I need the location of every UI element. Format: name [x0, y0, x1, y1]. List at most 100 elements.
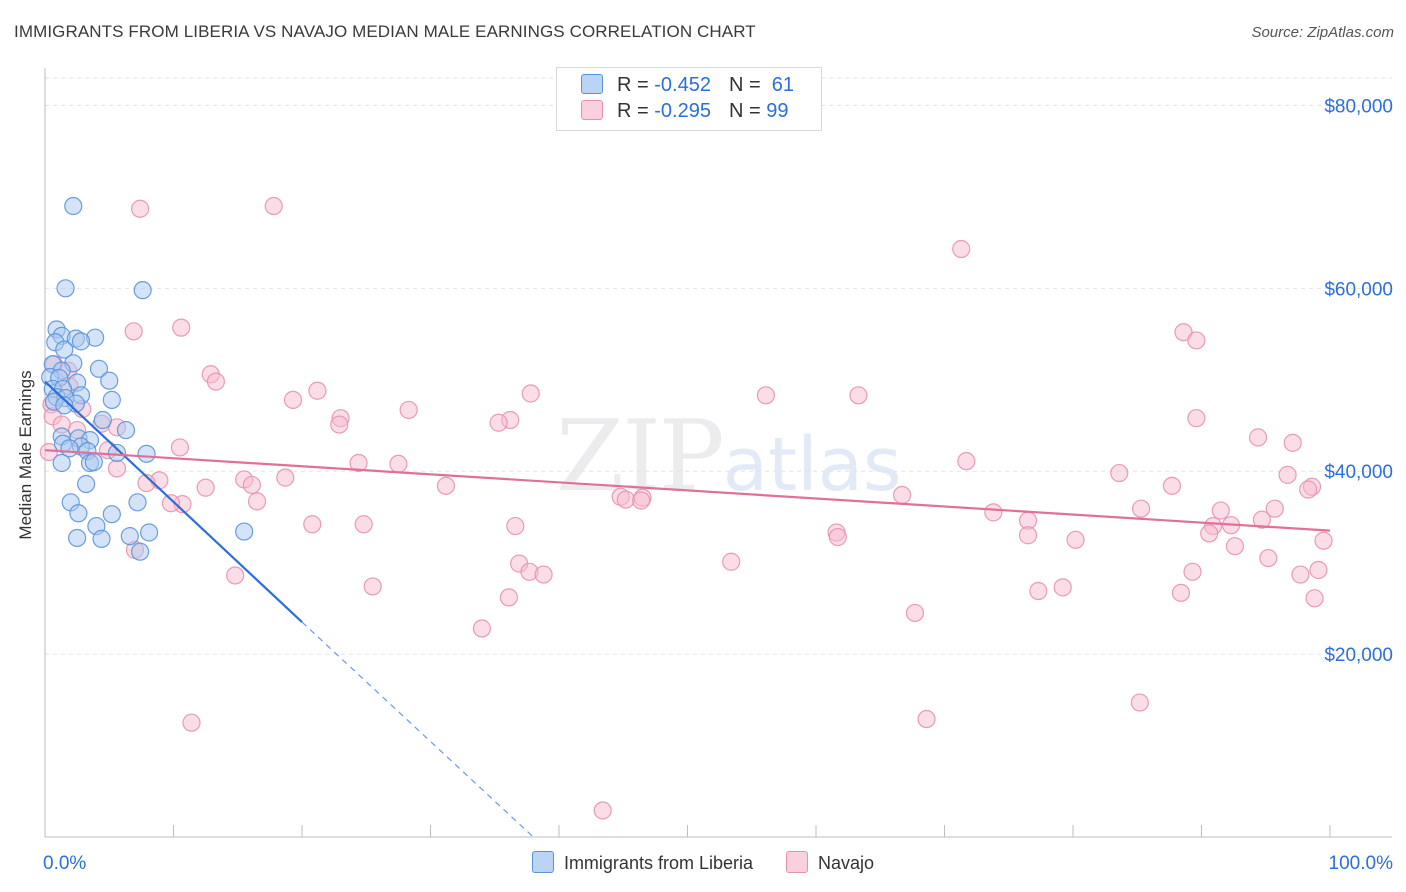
liberia-point: [137, 444, 156, 463]
navajo-point: [489, 413, 508, 432]
navajo-point: [957, 452, 976, 471]
navajo-point: [264, 196, 283, 216]
navajo-point: [1291, 565, 1310, 584]
navajo-point: [389, 454, 408, 474]
navajo-point: [1110, 463, 1129, 483]
liberia-point: [55, 396, 74, 415]
navajo-point: [1171, 583, 1191, 602]
navajo-point: [1299, 480, 1318, 499]
y-tick-label: $20,000: [1324, 645, 1393, 666]
navajo-point: [506, 516, 525, 536]
liberia-point: [133, 281, 152, 300]
liberia-point: [68, 528, 87, 548]
liberia-point: [56, 279, 75, 298]
chart-legend: Immigrants from Liberia Navajo: [0, 851, 1406, 874]
liberia-point: [128, 493, 147, 512]
stat-row-liberia: R = -0.452 N = 61: [581, 74, 794, 100]
liberia-point: [52, 453, 71, 473]
navajo-point: [632, 491, 651, 510]
liberia-point: [102, 390, 121, 409]
x-tick-label-left: 0.0%: [43, 853, 86, 874]
navajo-trend-line: [44, 449, 1331, 532]
navajo-point: [616, 490, 635, 509]
liberia-trend-extension: [301, 621, 534, 838]
navajo-point: [1183, 562, 1202, 581]
liberia-r-label: R =: [617, 74, 655, 96]
navajo-points: [39, 196, 1333, 820]
liberia-point: [102, 505, 121, 524]
navajo-r-label: R =: [617, 100, 655, 122]
liberia-point: [92, 529, 111, 548]
navajo-point: [172, 318, 191, 337]
navajo-point: [1187, 409, 1206, 428]
liberia-point: [77, 474, 96, 494]
navajo-n-label: N =: [728, 100, 767, 122]
liberia-point: [139, 523, 159, 542]
navajo-point: [1314, 531, 1333, 550]
liberia-point: [107, 443, 127, 463]
navajo-point: [363, 577, 382, 596]
legend-item-navajo[interactable]: Navajo: [786, 851, 874, 874]
legend-navajo-swatch: [786, 851, 809, 873]
navajo-point: [828, 527, 847, 547]
navajo-point: [1132, 499, 1151, 518]
navajo-point: [1029, 581, 1048, 601]
navajo-point: [1174, 323, 1193, 342]
navajo-point: [436, 476, 456, 495]
navajo-swatch: [581, 100, 603, 120]
tick-labels: $20,000 $40,000 $60,000 $80,000 0.0% 100.0%: [43, 96, 1393, 874]
navajo-point: [1283, 433, 1302, 452]
navajo-point: [303, 515, 322, 534]
navajo-point: [1053, 578, 1072, 597]
navajo-r-value: -0.295: [654, 100, 711, 122]
navajo-point: [1248, 428, 1268, 447]
navajo-point: [521, 384, 540, 403]
correlation-stats-box: R = -0.452 N = 61 R = -0.295 N = 99: [556, 67, 822, 131]
navajo-point: [534, 565, 553, 584]
liberia-points: [41, 196, 254, 561]
navajo-point: [399, 400, 418, 420]
liberia-point: [120, 527, 139, 546]
navajo-point: [130, 199, 150, 218]
liberia-point: [93, 410, 112, 430]
liberia-trend-line: [44, 380, 303, 623]
liberia-point: [64, 196, 83, 216]
navajo-point: [283, 390, 303, 409]
legend-item-liberia[interactable]: Immigrants from Liberia: [531, 851, 753, 874]
navajo-point: [1259, 548, 1278, 568]
navajo-point: [226, 566, 245, 585]
y-tick-label: $60,000: [1324, 279, 1393, 300]
liberia-point: [71, 332, 91, 351]
navajo-point: [1225, 537, 1245, 556]
navajo-point: [161, 494, 181, 513]
source-credit: Source: ZipAtlas.com: [1251, 24, 1394, 41]
liberia-point: [116, 420, 136, 440]
navajo-point: [905, 603, 925, 623]
liberia-point: [55, 340, 74, 359]
navajo-point: [1305, 589, 1324, 608]
navajo-point: [1066, 530, 1085, 549]
legend-liberia-label: Immigrants from Liberia: [563, 853, 753, 873]
navajo-point: [849, 386, 868, 405]
y-tick-label: $80,000: [1324, 96, 1393, 117]
navajo-point: [1211, 501, 1230, 520]
axes: [44, 68, 1392, 838]
navajo-point: [1278, 465, 1297, 484]
navajo-point: [1018, 526, 1038, 545]
navajo-point: [722, 552, 741, 571]
navajo-point: [308, 381, 327, 400]
navajo-point: [952, 239, 971, 259]
navajo-point: [247, 492, 267, 511]
navajo-point: [124, 322, 143, 341]
navajo-point: [892, 485, 912, 505]
liberia-n-value: 61: [766, 74, 795, 96]
navajo-point: [1130, 693, 1149, 712]
liberia-point: [100, 371, 119, 390]
navajo-point: [330, 415, 349, 434]
legend-navajo-label: Navajo: [818, 853, 875, 873]
navajo-n-value: 99: [766, 100, 789, 122]
navajo-point: [196, 478, 215, 497]
navajo-point: [276, 468, 295, 487]
navajo-point: [354, 515, 373, 534]
navajo-point: [917, 709, 936, 729]
